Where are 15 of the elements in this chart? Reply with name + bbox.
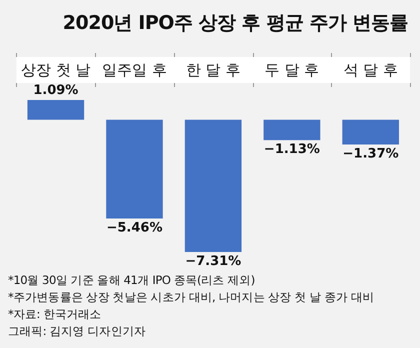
x-tick-label: 한 달 후	[186, 60, 240, 79]
chart-title: 2020년 IPO주 상장 후 평균 주가 변동률	[62, 11, 408, 36]
data-label: −7.31%	[185, 254, 242, 269]
x-tick-label: 두 달 후	[264, 60, 320, 79]
data-label: −1.13%	[264, 142, 320, 158]
text: *자료: 한국거래소	[8, 306, 102, 323]
data-label: −5.46%	[106, 220, 162, 236]
x-tick-label: 상장 첫 날	[20, 60, 91, 79]
x-tick-label: 석 달 후	[343, 60, 398, 79]
text: *10월 30일 기준 올해 41개 IPO 종목(리츠 제외)	[8, 272, 256, 289]
data-label: 1.09%	[33, 82, 78, 98]
x-tick-label: 일주일 후	[102, 60, 167, 79]
text: *주가변동률은 상장 첫날은 시초가 대비, 나머지는 상장 첫 날 종가 대비	[8, 289, 374, 306]
data-label: −1.37%	[342, 146, 399, 162]
text: 그래픽: 김지영 디자인기자	[8, 323, 147, 340]
